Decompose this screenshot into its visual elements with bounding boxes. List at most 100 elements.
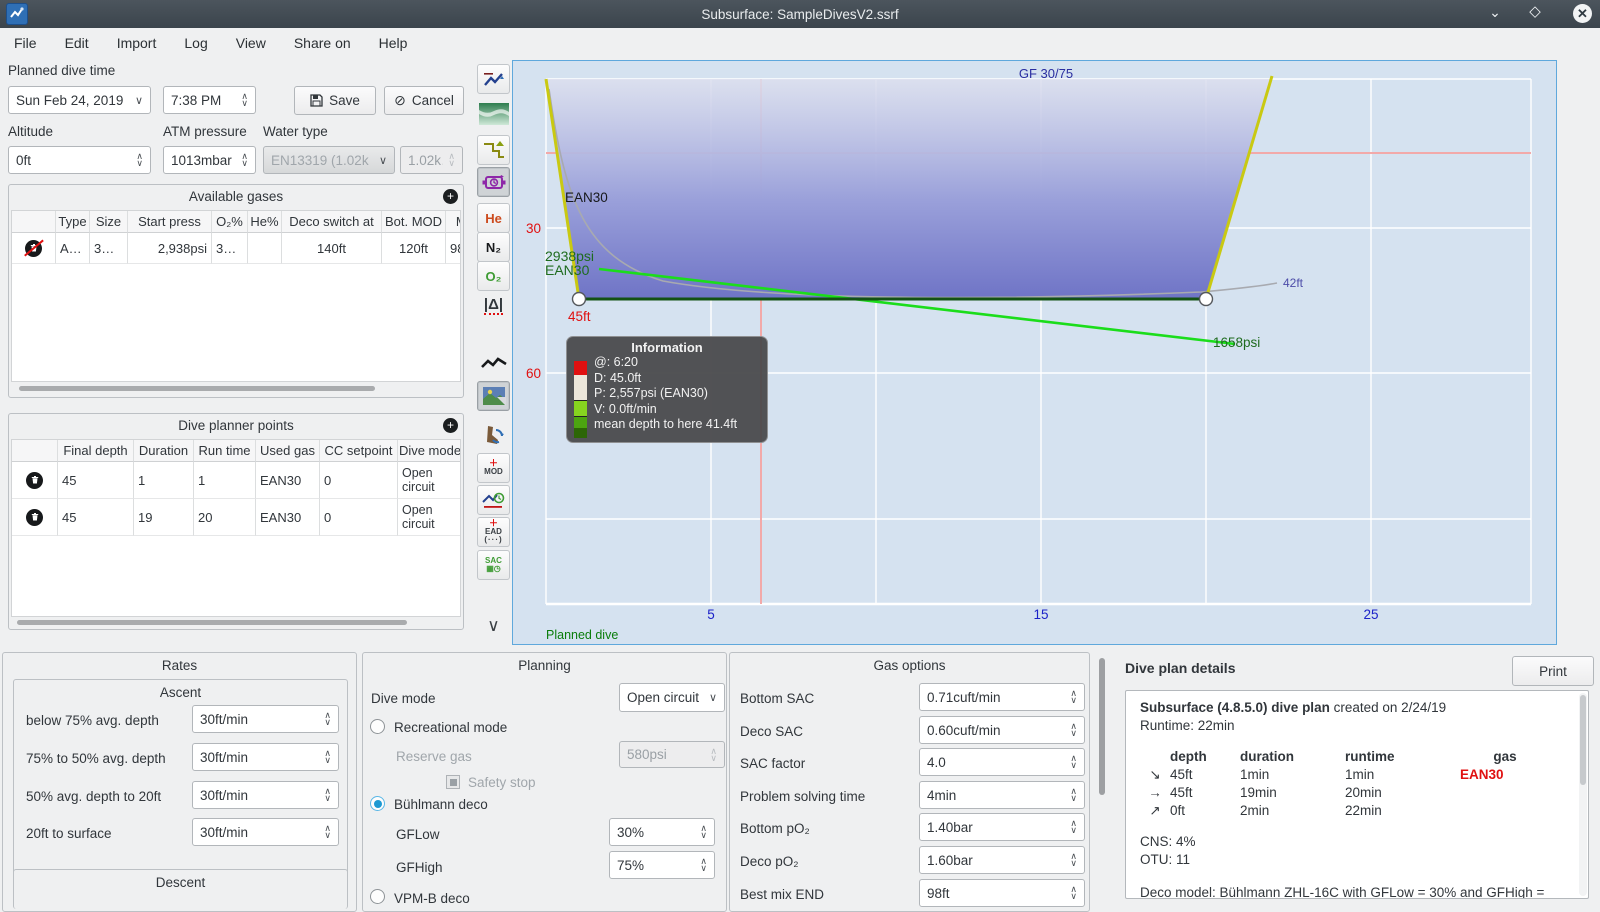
dive-mode-select[interactable]: Open circuit ∨ [619,683,725,712]
point-cell-setpoint[interactable]: 0 [320,499,398,536]
spinner-arrows-icon[interactable]: ∧ ∨ [241,151,248,168]
toolbar-heartrate-button[interactable] [477,349,510,379]
toolbar-ceiling-layers-button[interactable] [477,99,510,129]
save-button[interactable]: Save [294,86,376,115]
dive-date-select[interactable]: Sun Feb 24, 2019 ∨ [8,86,151,114]
points-header-used-gas[interactable]: Used gas [256,440,320,462]
point-cell-depth[interactable]: 45 [58,462,134,499]
toolbar-diver-button[interactable] [477,64,510,94]
gas-cell-startpress[interactable]: 2,938psi [128,233,212,264]
spinner-arrows-icon[interactable]: ∧ ∨ [700,856,707,873]
spinner-arrows-icon[interactable]: ∧ ∨ [136,151,143,168]
bottom-sac-input[interactable]: 0.71cuft/min ∧ ∨ [919,683,1085,711]
menu-view[interactable]: View [235,35,266,51]
toolbar-nitrogen-button[interactable]: N₂ [477,232,510,262]
point-cell-depth[interactable]: 45 [58,499,134,536]
toolbar-sac-button[interactable]: SAC ▦◷ [477,550,510,580]
gas-cell-deco-switch[interactable]: 140ft [282,233,382,264]
table-row[interactable]: A… 3… 2,938psi 3… 140ft 120ft 98f [12,233,460,264]
gases-header-startpress[interactable]: Start press [128,211,212,233]
point-cell-runtime[interactable]: 20 [194,499,256,536]
water-type-select[interactable]: EN13319 (1.02k ∨ [263,146,395,174]
toolbar-photos-button[interactable] [477,381,510,411]
ascent-rate-input[interactable]: 30ft/min ∧ ∨ [192,705,339,733]
point-cell-mode[interactable]: Open circuit [398,499,460,536]
delete-gas-icon[interactable] [24,239,44,257]
points-header-run-time[interactable]: Run time [194,440,256,462]
minimize-icon[interactable]: ⌄ [1489,4,1501,20]
sac-factor-input[interactable]: 4.0 ∧ ∨ [919,748,1085,776]
bottom-po2-input[interactable]: 1.40bar ∧ ∨ [919,813,1085,841]
spinner-arrows-icon[interactable]: ∧ ∨ [241,91,248,108]
point-cell-gas[interactable]: EAN30 [256,499,320,536]
delete-point-icon[interactable] [26,471,43,489]
ascent-rate-input[interactable]: 30ft/min ∧ ∨ [192,781,339,809]
gas-cell-size[interactable]: 3… [90,233,128,264]
gases-header-size[interactable]: Size [90,211,128,233]
point-cell-duration[interactable]: 1 [134,462,194,499]
spinner-arrows-icon[interactable]: ∧ ∨ [1070,818,1077,835]
spinner-arrows-icon[interactable]: ∧ ∨ [324,823,331,840]
spinner-arrows-icon[interactable]: ∧ ∨ [1070,753,1077,770]
gflow-input[interactable]: 30% ∧ ∨ [609,818,715,846]
atm-pressure-input[interactable]: 1013mbar ∧ ∨ [163,146,256,174]
problem-solving-time-input[interactable]: 4min ∧ ∨ [919,781,1085,809]
gases-header-mnd[interactable]: MN [446,211,460,233]
recreational-mode-label[interactable]: Recreational mode [394,720,508,735]
toolbar-oxygen-button[interactable]: O₂ [477,261,510,291]
safety-stop-label[interactable]: Safety stop [468,775,536,790]
spinner-arrows-icon[interactable]: ∧ ∨ [1070,721,1077,738]
information-tooltip[interactable]: Information @: 6:20 D: 45.0ft P: 2,557ps… [566,336,768,443]
gases-header-he[interactable]: He% [248,211,282,233]
gases-header-type[interactable]: Type [56,211,90,233]
toolbar-scroll-down-button[interactable]: ∨ [477,614,510,638]
toolbar-mod-button[interactable]: ＋ MOD [477,453,510,483]
recreational-mode-radio[interactable] [370,719,385,734]
cancel-button[interactable]: ⊘ Cancel [384,86,464,115]
toolbar-tissue-heatmap-button[interactable]: |Δ| [477,290,510,320]
menu-help[interactable]: Help [378,35,408,51]
spinner-arrows-icon[interactable]: ∧ ∨ [1070,884,1077,901]
best-mix-end-input[interactable]: 98ft ∧ ∨ [919,879,1085,907]
buhlmann-deco-radio[interactable] [370,796,385,811]
gases-header-bot-mod[interactable]: Bot. MOD [382,211,446,233]
point-row-delete-cell[interactable] [12,499,58,536]
ascent-rate-input[interactable]: 30ft/min ∧ ∨ [192,743,339,771]
point-row-delete-cell[interactable] [12,462,58,499]
point-cell-mode[interactable]: Open circuit [398,462,460,499]
splitter-handle[interactable] [1099,658,1105,795]
spinner-arrows-icon[interactable]: ∧ ∨ [1070,786,1077,803]
buhlmann-deco-label[interactable]: Bühlmann deco [394,797,488,812]
point-cell-gas[interactable]: EAN30 [256,462,320,499]
close-icon[interactable]: ✕ [1573,4,1592,23]
menu-share-on[interactable]: Share on [293,35,351,51]
vpmb-deco-radio[interactable] [370,889,385,904]
deco-sac-input[interactable]: 0.60cuft/min ∧ ∨ [919,716,1085,744]
menu-edit[interactable]: Edit [64,35,89,51]
plan-vertical-scrollbar[interactable] [1579,693,1587,896]
spinner-arrows-icon[interactable]: ∧ ∨ [324,786,331,803]
points-header-duration[interactable]: Duration [134,440,194,462]
toolbar-profile-ceiling-button[interactable] [477,135,510,165]
spinner-arrows-icon[interactable]: ∧ ∨ [324,710,331,727]
add-gas-icon[interactable]: + [443,189,458,204]
vpmb-deco-label[interactable]: VPM-B deco [394,891,470,906]
gases-header-o2[interactable]: O₂% [212,211,248,233]
print-button[interactable]: Print [1512,656,1594,686]
gas-cell-he[interactable] [248,233,282,264]
spinner-arrows-icon[interactable]: ∧ ∨ [324,748,331,765]
ascent-rate-input[interactable]: 30ft/min ∧ ∨ [192,818,339,846]
menu-log[interactable]: Log [184,35,208,51]
delete-point-icon[interactable] [26,508,43,526]
add-point-icon[interactable]: + [443,418,458,433]
toolbar-gaschange-button[interactable] [477,420,510,450]
deco-po2-input[interactable]: 1.60bar ∧ ∨ [919,846,1085,874]
dive-profile-chart[interactable]: GF 30/75 30 60 5 15 25 EAN30 2938psi EAN… [512,60,1557,645]
waypoint-handle[interactable] [1198,291,1214,307]
spinner-arrows-icon[interactable]: ∧ ∨ [1070,851,1077,868]
points-header-dive-mode[interactable]: Dive mode [398,440,460,462]
toolbar-ndl-button[interactable] [477,485,510,515]
gas-cell-o2[interactable]: 3… [212,233,248,264]
points-horizontal-scrollbar[interactable] [17,620,407,625]
altitude-input[interactable]: 0ft ∧ ∨ [8,146,151,174]
